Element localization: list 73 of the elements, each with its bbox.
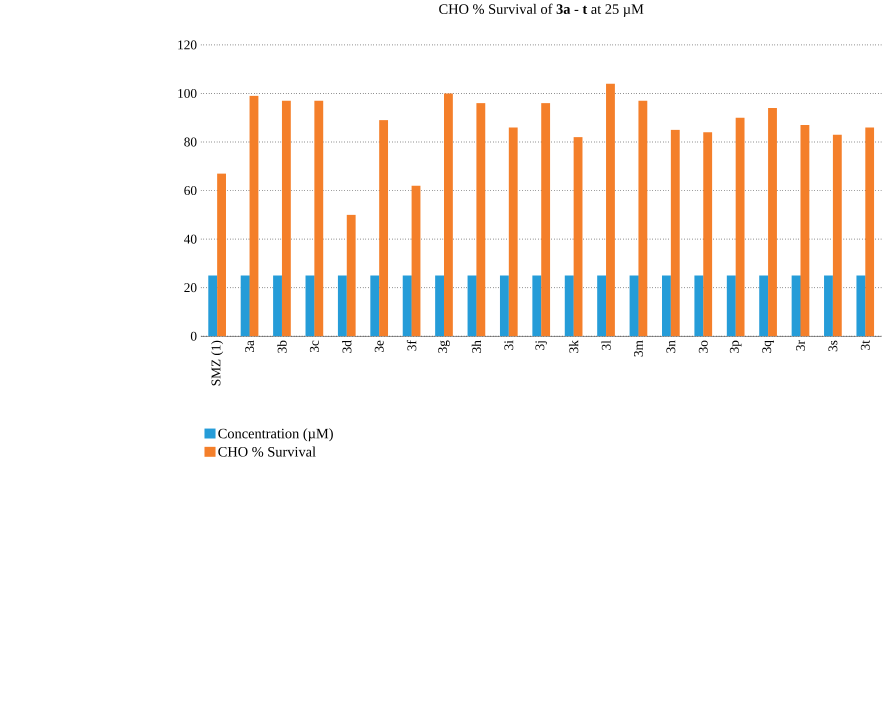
bar — [606, 84, 615, 336]
bar — [370, 276, 380, 336]
bar — [338, 276, 347, 336]
y-tick-label: 60 — [184, 186, 197, 196]
x-tick-label: 3t — [860, 340, 870, 350]
bar — [208, 276, 218, 336]
bar — [574, 137, 582, 336]
legend-label: CHO % Survival — [218, 446, 316, 457]
bar — [412, 186, 420, 336]
bar — [759, 276, 768, 336]
bar — [792, 276, 800, 336]
bar — [314, 100, 324, 336]
bar — [379, 120, 388, 336]
bar — [703, 132, 712, 336]
x-tick-label: 3g — [438, 340, 450, 353]
x-tick-label: 3e — [374, 340, 384, 352]
bar — [500, 276, 509, 336]
bar — [736, 118, 745, 336]
bar — [468, 276, 476, 336]
bar — [476, 103, 486, 336]
y-tick-label: 20 — [184, 283, 197, 292]
x-tick-label: 3o — [698, 340, 708, 353]
bar — [630, 276, 638, 336]
x-tick-label: 3b — [277, 340, 287, 353]
bar — [541, 103, 550, 336]
bar — [865, 127, 874, 336]
bar — [273, 276, 282, 336]
bar — [768, 108, 777, 336]
x-tick-label: 3k — [568, 340, 578, 353]
x-tick-label: 3f — [406, 340, 416, 351]
bar — [402, 276, 412, 336]
bar — [824, 276, 833, 336]
bar — [532, 276, 542, 336]
bar — [444, 93, 453, 336]
x-tick-label: 3r — [796, 340, 805, 351]
bar — [638, 100, 648, 336]
bar — [662, 276, 671, 336]
x-tick-label: 3m — [634, 340, 643, 356]
legend-label: Concentration (µM) — [218, 428, 333, 442]
x-tick-label: 3h — [472, 340, 482, 353]
bar — [508, 127, 518, 336]
bar — [597, 276, 606, 336]
bar — [250, 96, 258, 336]
bar — [832, 134, 842, 336]
x-tick-label: 3l — [601, 340, 611, 350]
bar — [856, 276, 866, 336]
x-tick-label: 3c — [310, 340, 319, 352]
x-tick-label: 3a — [245, 340, 254, 352]
bar — [282, 100, 291, 336]
bar — [306, 276, 314, 336]
bar — [800, 124, 810, 336]
bar — [694, 276, 704, 336]
y-tick-label: 100 — [178, 88, 197, 98]
chart-title: CHO % Survival of 3a - t at 25 µM — [439, 4, 644, 17]
bar — [435, 276, 444, 336]
y-tick-label: 0 — [190, 332, 197, 341]
bar — [726, 276, 736, 336]
bar — [670, 130, 680, 336]
x-tick-label: 3q — [762, 340, 774, 353]
bar — [217, 174, 226, 336]
x-tick-label: 3d — [342, 340, 352, 353]
x-tick-label: 3j — [535, 341, 548, 350]
bar — [346, 214, 356, 336]
y-tick-label: 120 — [178, 40, 197, 50]
x-tick-label: 3s — [828, 340, 838, 352]
bar — [240, 276, 250, 336]
x-tick-label: 3p — [730, 340, 742, 353]
y-tick-label: 40 — [184, 234, 197, 244]
x-tick-label: SMZ (1) — [211, 340, 224, 386]
x-tick-label: 3n — [666, 340, 676, 353]
bar — [564, 276, 574, 336]
y-tick-label: 80 — [184, 137, 197, 146]
x-tick-label: 3i — [504, 340, 514, 350]
